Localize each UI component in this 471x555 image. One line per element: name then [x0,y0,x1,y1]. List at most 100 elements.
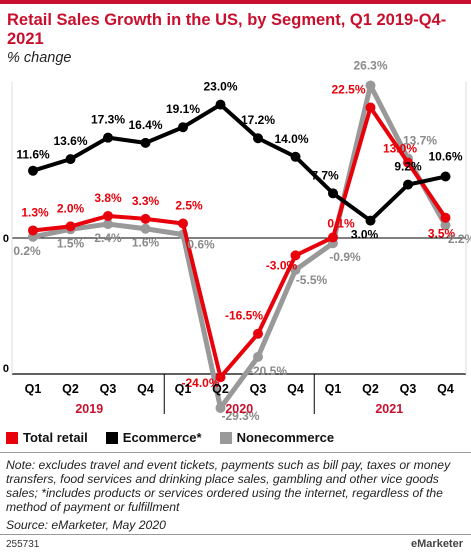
legend-label-total-retail: Total retail [23,430,88,445]
x-tick-label: Q1 [325,382,342,396]
legend-swatch-ecommerce [105,431,118,444]
data-point [440,171,451,182]
data-point [290,250,301,261]
x-tick-label: Q3 [250,382,267,396]
data-label: 3.8% [94,191,122,205]
data-label: 3.3% [132,194,160,208]
data-label: -20.5% [249,364,287,378]
data-point [365,215,376,226]
data-point [215,372,226,383]
data-label: 0.1% [327,216,355,230]
legend-label-ecommerce: Ecommerce* [122,430,202,445]
brand-logo: eMarketer [411,538,463,550]
data-label: 14.0% [274,132,308,146]
chart-subtitle: % change [7,50,72,66]
data-label: 10.6% [428,150,462,164]
data-label: 9.2% [394,160,422,174]
line-chart: 0 0 1.3% 2.0% 3.8% 3.3% 2.5% -24.0% -16.5% -3.0% 0… [3,58,471,423]
x-tick-label: Q4 [137,382,154,396]
data-point [65,154,76,165]
data-point [328,188,338,199]
data-point [28,165,38,176]
series-line-nonecommerce [32,82,448,411]
top-accent-rule [0,0,471,4]
data-label: 2.0% [57,201,85,215]
legend-item-nonecommerce: Nonecommerce [219,430,335,445]
data-label: 1.3% [21,205,49,219]
data-label: 17.2% [241,113,275,127]
data-label: 2.2% [448,232,471,246]
data-label: -24.0% [181,376,219,390]
x-tick-label: Q1 [175,382,192,396]
data-label: 1.5% [57,236,85,250]
data-point [403,179,413,190]
year-group-label: 2021 [375,402,403,416]
x-tick-label: Q4 [287,382,304,396]
data-label: 1.6% [132,236,160,250]
legend-swatch-total-retail [6,431,18,444]
data-point [140,213,151,224]
data-label: 22.5% [331,83,365,97]
data-point [290,151,301,162]
data-point [103,132,113,143]
data-point [290,264,301,275]
series-line-ecommerce- [32,102,446,223]
data-point [215,402,226,413]
x-tick-label: Q4 [437,382,454,396]
data-point [253,351,263,362]
data-point [215,99,226,110]
data-point [365,102,376,113]
data-label: 13.6% [53,134,87,148]
x-tick-label: Q2 [362,382,379,396]
data-label: 17.3% [91,113,125,127]
data-point [403,157,413,168]
data-label: 2.4% [94,231,122,245]
legend-label-nonecommerce: Nonecommerce [236,430,335,445]
data-label: 13.0% [383,142,417,156]
data-point [178,122,188,133]
data-point [103,210,113,221]
legend-item-ecommerce: Ecommerce* [105,430,202,445]
data-point [140,223,151,234]
series-line-total-retail [32,105,448,380]
data-label: 26.3% [353,58,387,72]
legend: Total retail Ecommerce* Nonecommerce [6,430,352,445]
year-group-label: 2019 [75,402,103,416]
data-label: 11.6% [16,148,50,162]
data-point [440,220,451,231]
data-label: 0.6% [187,238,215,252]
data-label: -5.5% [296,273,328,287]
data-point [253,328,263,339]
data-label: 13.7% [403,134,437,148]
x-tick-label: Q3 [100,382,117,396]
chart-title: Retail Sales Growth in the US, by Segmen… [7,11,447,48]
data-label: 0.2% [13,244,41,258]
y-tick-label: 0 [3,363,9,375]
data-point [103,219,113,230]
data-label: 16.4% [128,118,162,132]
data-label: 19.1% [166,102,200,116]
data-point [178,218,188,229]
data-point [328,232,338,243]
x-tick-label: Q2 [62,382,79,396]
x-tick-label: Q3 [400,382,417,396]
legend-swatch-nonecommerce [219,431,232,444]
chart-note: Note: excludes travel and event tickets,… [6,458,451,514]
data-label: 23.0% [203,80,237,94]
data-label: -0.9% [329,250,361,264]
data-label: 7.7% [311,168,339,182]
data-label: -16.5% [225,309,263,323]
data-point [253,133,263,144]
y-tick-label: 0 [3,233,9,245]
chart-source: Source: eMarketer, May 2020 [6,518,166,532]
chart-id: 255731 [6,539,40,550]
data-label: 3.0% [351,228,379,242]
x-tick-label: Q1 [25,382,42,396]
data-point [28,225,38,236]
data-label: -29.3% [221,409,259,423]
data-label: -3.0% [266,258,298,272]
footer-divider [0,534,471,535]
data-point [65,221,76,232]
legend-divider [0,452,471,453]
data-point [440,212,451,223]
